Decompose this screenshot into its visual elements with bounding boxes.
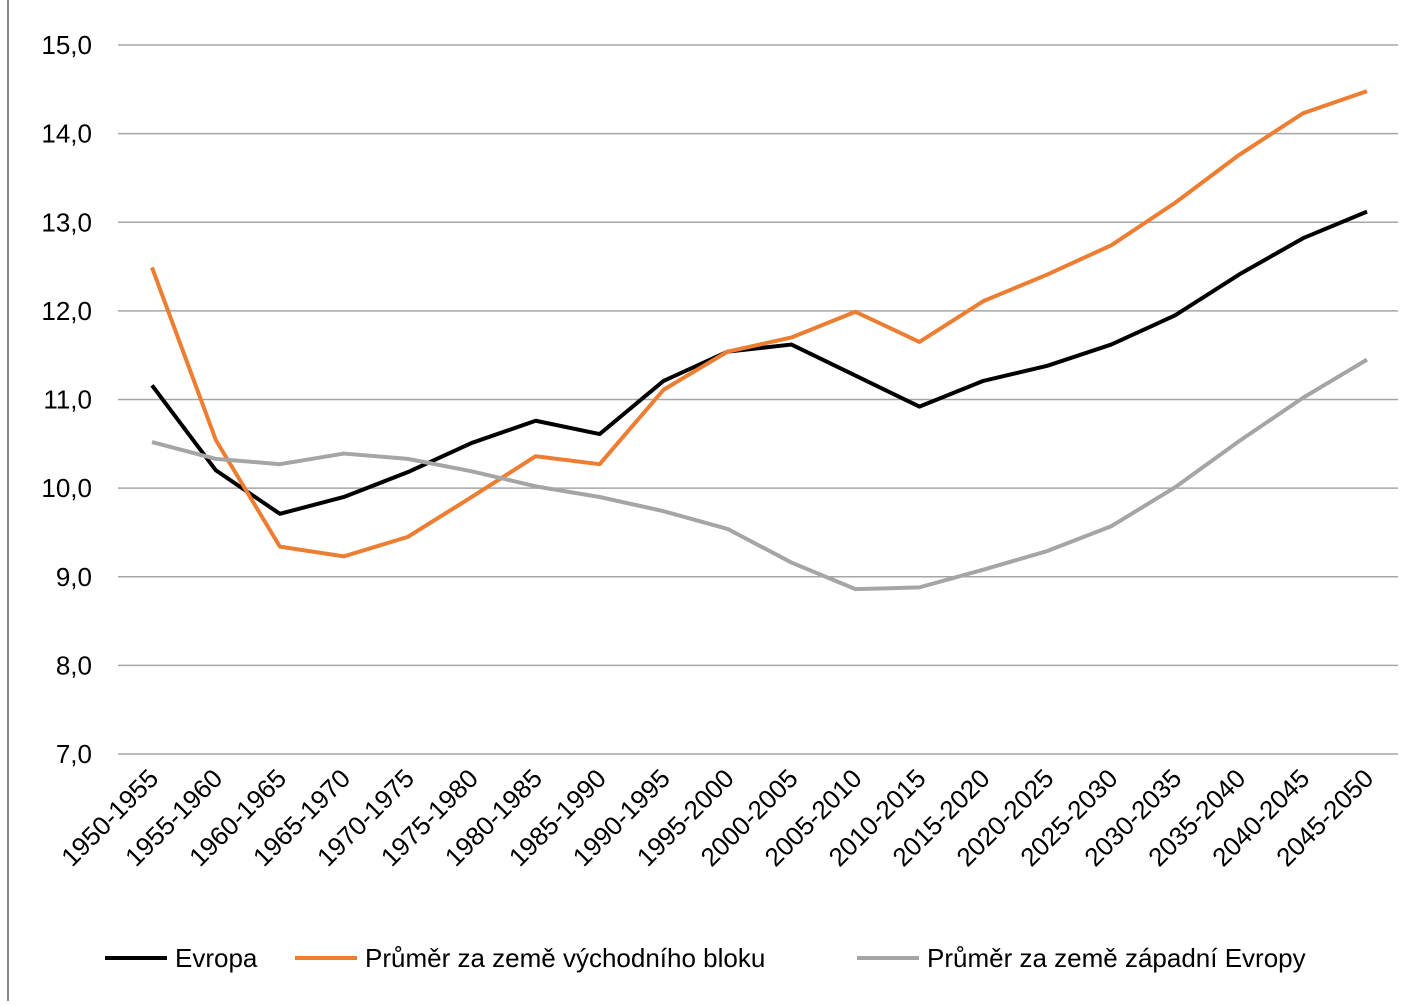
- series-line: [151, 357, 1369, 592]
- y-tick-label: 12,0: [41, 296, 92, 326]
- y-tick-label: 13,0: [41, 207, 92, 237]
- legend-label: Evropa: [175, 943, 258, 973]
- series-line: [150, 209, 1368, 516]
- legend-label: Průměr za země západní Evropy: [927, 943, 1306, 973]
- y-tick-label: 8,0: [56, 650, 92, 680]
- series-line: [150, 89, 1368, 559]
- y-tick-label: 10,0: [41, 473, 92, 503]
- y-tick-label: 7,0: [56, 739, 92, 769]
- legend-label: Průměr za země východního bloku: [365, 943, 765, 973]
- y-tick-label: 11,0: [43, 385, 92, 415]
- y-tick-label: 14,0: [41, 119, 92, 149]
- y-tick-label: 9,0: [56, 562, 92, 592]
- y-tick-label: 15,0: [41, 30, 92, 60]
